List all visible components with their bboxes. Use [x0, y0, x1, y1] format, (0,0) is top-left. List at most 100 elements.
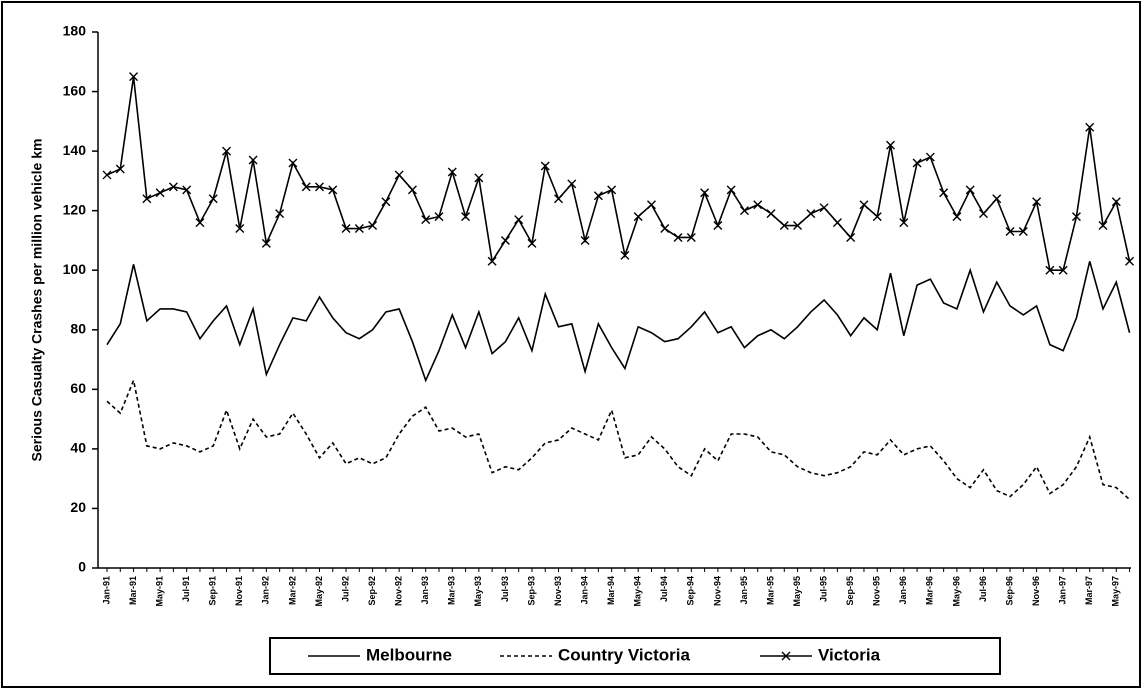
y-tick-label: 180: [63, 23, 87, 39]
x-tick-label: Jan-91: [101, 576, 111, 605]
point-marker: [859, 200, 869, 210]
point-marker: [129, 72, 139, 82]
point-marker: [912, 158, 922, 168]
legend: [269, 637, 1001, 675]
x-tick-label: May-96: [951, 576, 961, 607]
point-marker: [182, 185, 192, 195]
point-marker: [872, 212, 882, 222]
point-marker: [407, 185, 417, 195]
point-marker: [341, 224, 351, 234]
point-marker: [1111, 197, 1121, 207]
x-tick-label: Jan-97: [1058, 576, 1068, 605]
x-tick-label: Sep-95: [845, 576, 855, 606]
point-marker: [368, 221, 378, 231]
point-marker: [700, 188, 710, 198]
point-marker: [301, 182, 311, 192]
point-marker: [500, 235, 510, 245]
point-marker: [726, 185, 736, 195]
point-marker: [965, 185, 975, 195]
point-marker: [832, 218, 842, 228]
x-tick-label: Nov-95: [872, 576, 882, 606]
point-marker: [978, 209, 988, 219]
x-tick-label: Sep-94: [686, 576, 696, 606]
point-marker: [620, 250, 630, 260]
point-marker: [1058, 265, 1068, 275]
point-marker: [753, 200, 763, 210]
point-marker: [288, 158, 298, 168]
point-marker: [607, 185, 617, 195]
point-marker: [766, 209, 776, 219]
x-tick-label: Jul-94: [659, 576, 669, 602]
x-tick-label: Mar-91: [128, 576, 138, 605]
point-marker: [939, 188, 949, 198]
x-tick-label: May-93: [473, 576, 483, 607]
point-marker: [713, 221, 723, 231]
x-tick-label: Nov-92: [394, 576, 404, 606]
point-marker: [527, 238, 537, 248]
y-tick-label: 160: [63, 82, 87, 98]
point-marker: [739, 206, 749, 216]
x-tick-label: Sep-93: [526, 576, 536, 606]
point-marker: [1045, 265, 1055, 275]
x-tick-label: Jul-92: [340, 576, 350, 602]
x-tick-label: May-94: [633, 576, 643, 607]
point-marker: [248, 155, 258, 165]
point-marker: [328, 185, 338, 195]
point-marker: [195, 218, 205, 228]
legend-label: Country Victoria: [558, 645, 690, 664]
point-marker: [1125, 256, 1135, 266]
point-marker: [275, 209, 285, 219]
x-tick-label: Jul-93: [500, 576, 510, 602]
x-tick-label: Mar-92: [287, 576, 297, 605]
point-marker: [580, 235, 590, 245]
point-marker: [354, 224, 364, 234]
point-marker: [646, 200, 656, 210]
y-tick-label: 100: [63, 261, 87, 277]
point-marker: [540, 161, 550, 171]
y-tick-label: 140: [63, 142, 87, 158]
point-marker: [633, 212, 643, 222]
point-marker: [102, 170, 112, 180]
point-marker: [421, 215, 431, 225]
x-tick-label: May-92: [314, 576, 324, 607]
point-marker: [461, 212, 471, 222]
x-tick-label: Mar-94: [606, 576, 616, 605]
point-marker: [779, 221, 789, 231]
x-tick-label: Mar-96: [925, 576, 935, 605]
point-marker: [155, 188, 165, 198]
point-marker: [554, 194, 564, 204]
legend-label: Victoria: [818, 645, 881, 664]
point-marker: [1071, 212, 1081, 222]
point-marker: [447, 167, 457, 177]
point-marker: [514, 215, 524, 225]
x-tick-label: Jan-93: [420, 576, 430, 605]
point-marker: [846, 232, 856, 242]
point-marker: [1032, 197, 1042, 207]
point-marker: [819, 203, 829, 213]
x-tick-label: Jan-95: [739, 576, 749, 605]
series-line: [106, 261, 1131, 383]
point-marker: [394, 170, 404, 180]
x-tick-label: May-95: [792, 576, 802, 607]
y-axis-label: Serious Casualty Crashes per million veh…: [29, 139, 45, 462]
point-marker: [1085, 122, 1095, 132]
x-tick-label: May-97: [1111, 576, 1121, 607]
point-marker: [806, 209, 816, 219]
point-marker: [168, 182, 178, 192]
series-line: [106, 76, 1131, 272]
point-marker: [952, 212, 962, 222]
legend-marker: [781, 651, 791, 661]
y-tick-label: 60: [70, 380, 86, 396]
y-tick-label: 120: [63, 201, 87, 217]
point-marker: [434, 212, 444, 222]
point-marker: [886, 140, 896, 150]
x-tick-label: Jan-94: [579, 576, 589, 605]
x-tick-label: Mar-95: [765, 576, 775, 605]
y-tick-label: 0: [78, 559, 86, 575]
point-marker: [593, 191, 603, 201]
point-marker: [660, 224, 670, 234]
y-tick-label: 80: [70, 320, 86, 336]
point-marker: [314, 182, 324, 192]
series-line: [106, 377, 1131, 501]
